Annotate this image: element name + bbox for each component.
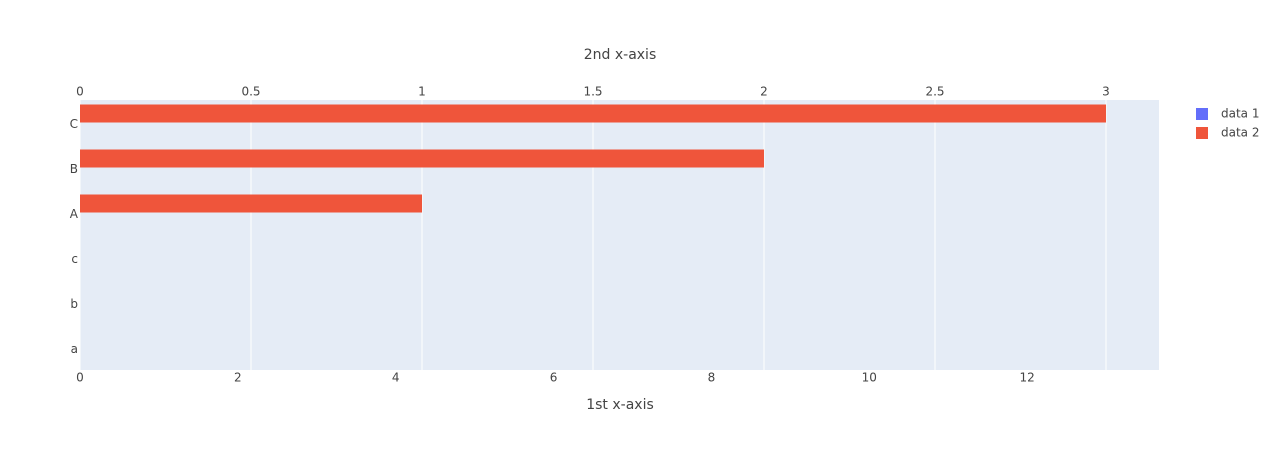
x2-tick-label: 1 bbox=[418, 85, 426, 99]
x2-tick-label: 2.5 bbox=[925, 85, 944, 99]
x2-axis-title: 2nd x-axis bbox=[584, 47, 657, 63]
x-tick-label: 10 bbox=[862, 371, 877, 385]
x-tick-label: 8 bbox=[708, 371, 716, 385]
x2-tick-label: 1.5 bbox=[583, 85, 602, 99]
legend-label: data 1 bbox=[1221, 107, 1259, 121]
legend-swatch bbox=[1196, 127, 1208, 139]
x-tick-label: 6 bbox=[550, 371, 558, 385]
x-tick-label: 2 bbox=[234, 371, 242, 385]
y-tick-label: b bbox=[70, 297, 78, 311]
legend-label: data 2 bbox=[1221, 126, 1259, 140]
x2-tick-label: 0.5 bbox=[241, 85, 260, 99]
y-tick-label: B bbox=[70, 162, 78, 176]
y-tick-label: A bbox=[70, 207, 79, 221]
bar bbox=[80, 149, 764, 168]
x2-tick-label: 3 bbox=[1102, 85, 1110, 99]
y-tick-label: C bbox=[70, 117, 78, 131]
y-tick-label: a bbox=[71, 342, 78, 356]
x-tick-label: 0 bbox=[76, 371, 84, 385]
plot-area bbox=[80, 100, 1159, 370]
x-axis-title: 1st x-axis bbox=[586, 397, 654, 413]
bar bbox=[80, 104, 1106, 123]
x2-tick-label: 2 bbox=[760, 85, 768, 99]
x-tick-label: 12 bbox=[1020, 371, 1035, 385]
x2-tick-label: 0 bbox=[76, 85, 84, 99]
y-tick-label: c bbox=[71, 252, 78, 266]
x-tick-label: 4 bbox=[392, 371, 400, 385]
bar bbox=[80, 194, 422, 213]
legend-swatch bbox=[1196, 108, 1208, 120]
